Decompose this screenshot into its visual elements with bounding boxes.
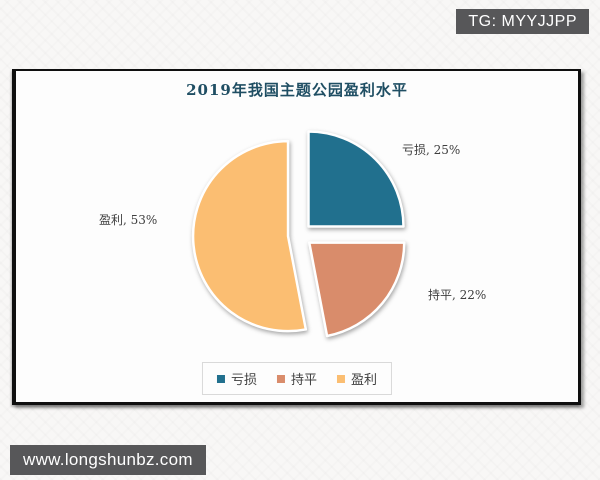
legend-swatch-loss — [216, 374, 225, 383]
legend-swatch-breakeven — [276, 374, 285, 383]
pie-chart — [191, 130, 406, 338]
legend-item-breakeven: 持平 — [276, 369, 318, 388]
chart-legend: 亏损 持平 盈利 — [201, 362, 393, 395]
watermark-bottom-left-text: www.longshunbz.com — [23, 450, 193, 469]
slice-label-loss: 亏损, 25% — [402, 143, 461, 157]
legend-label-profit: 盈利 — [351, 373, 378, 388]
slice-label-breakeven: 持平, 22% — [428, 288, 487, 302]
legend-swatch-profit — [337, 374, 346, 383]
watermark-top-right: TG: MYYJJPP — [456, 9, 589, 34]
legend-item-profit: 盈利 — [337, 369, 377, 388]
legend-label-loss: 亏损 — [230, 373, 257, 388]
watermark-bottom-left: www.longshunbz.com — [10, 445, 206, 475]
pie-slice-breakeven — [308, 241, 406, 338]
chart-title: 2019年我国主题公园盈利水平 — [186, 81, 408, 99]
pie-slice-loss — [307, 130, 405, 228]
slice-label-profit: 盈利, 53% — [99, 213, 158, 227]
legend-item-loss: 亏损 — [216, 369, 257, 388]
watermark-top-right-text: TG: MYYJJPP — [468, 12, 577, 30]
chart-panel: 2019年我国主题公园盈利水平 亏损, 25% 持平, 22% 盈利, 53% … — [12, 69, 581, 405]
legend-label-breakeven: 持平 — [290, 373, 318, 388]
pie-slice-profit — [191, 139, 308, 333]
